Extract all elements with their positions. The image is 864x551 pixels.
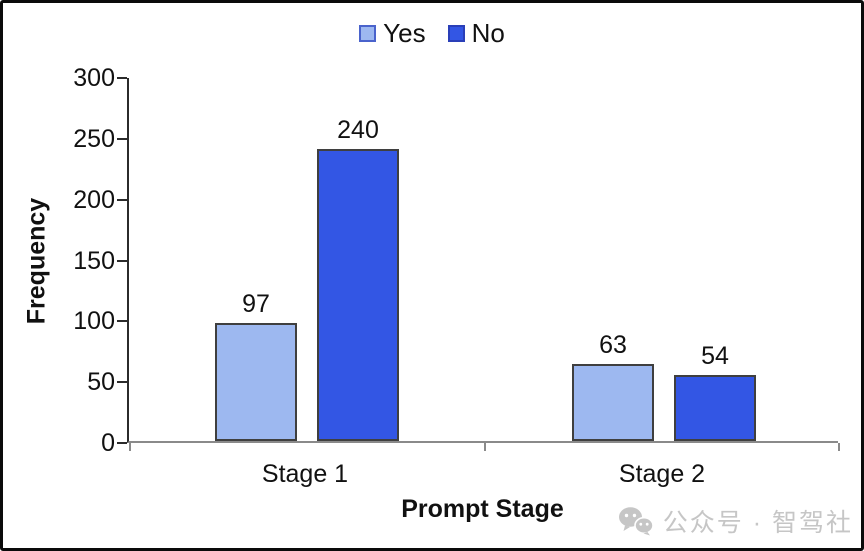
bar-stage1-no [317, 149, 399, 441]
y-tick-mark [117, 198, 127, 201]
y-tick-label: 150 [73, 246, 115, 275]
bar-group-stage2-no: 54 [674, 78, 756, 441]
y-tick-mark [117, 137, 127, 140]
bar-stage2-no [674, 375, 756, 441]
legend-swatch-no [447, 24, 465, 42]
y-tick-mark [117, 320, 127, 323]
wechat-icon [618, 506, 654, 536]
y-tick-label: 50 [87, 368, 115, 397]
x-category-label-stage1: Stage 1 [261, 460, 349, 488]
x-category-label-stage2: Stage 2 [618, 460, 706, 488]
legend-label-yes: Yes [383, 18, 426, 48]
bar-stage2-yes [572, 364, 654, 441]
y-tick-mark [117, 259, 127, 262]
bar-group-stage1-yes: 97 [215, 78, 297, 441]
x-axis-title: Prompt Stage [401, 495, 564, 523]
legend-item-yes: Yes [359, 18, 426, 48]
watermark: 公众号 · 智驾社 [618, 503, 853, 539]
y-tick-mark [117, 442, 127, 444]
bar-stage1-yes [215, 323, 297, 441]
bar-value-stage2-no: 54 [701, 342, 729, 371]
legend: Yes No [3, 20, 861, 46]
bar-value-stage1-no: 240 [337, 116, 379, 144]
y-tick-label: 300 [73, 64, 115, 92]
bar-value-stage2-yes: 63 [599, 331, 627, 360]
watermark-text: 公众号 · 智驾社 [662, 509, 853, 537]
y-tick-label: 100 [73, 307, 115, 336]
x-tick-mark [483, 443, 486, 451]
y-tick-label: 250 [73, 124, 115, 153]
bar-group-stage2-yes: 63 [572, 78, 654, 441]
plot-area: 97 240 63 54 0 50 100 150 200 250 300 [73, 64, 840, 457]
y-tick-mark [117, 77, 127, 79]
bar-value-stage1-yes: 97 [242, 290, 270, 318]
legend-label-no: No [471, 18, 505, 48]
y-tick-mark [117, 381, 127, 384]
x-tick-mark [838, 443, 840, 451]
legend-swatch-yes [359, 24, 377, 42]
y-tick-label: 200 [73, 185, 115, 214]
y-tick-label: 0 [101, 429, 115, 457]
x-tick-mark [129, 443, 131, 451]
bar-group-stage1-no: 240 [317, 78, 399, 441]
legend-item-no: No [447, 18, 505, 48]
